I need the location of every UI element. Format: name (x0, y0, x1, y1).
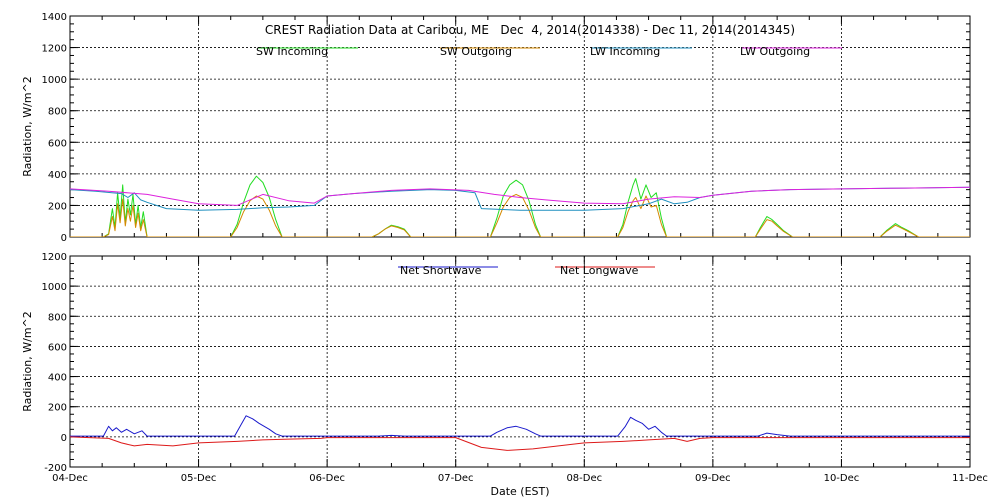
y-tick-label: 0 (61, 233, 67, 244)
x-tick-label: 10-Dec (824, 473, 860, 484)
x-tick-label: 05-Dec (181, 473, 217, 484)
series-line-lw-outgoing (70, 186, 970, 206)
y-tick-label: 1200 (42, 44, 67, 55)
y-tick-label: 600 (48, 138, 67, 149)
series-line-net-longwave (70, 436, 970, 451)
chart-title: CREST Radiation Data at Caribou, ME Dec … (265, 23, 795, 37)
y-tick-label: 800 (48, 312, 67, 323)
x-tick-label: 11-Dec (952, 473, 988, 484)
y-tick-label: 1200 (42, 252, 67, 263)
legend-label-net-longwave: Net Longwave (560, 264, 639, 277)
x-tick-label: 04-Dec (52, 473, 88, 484)
y-tick-label: 600 (48, 342, 67, 353)
series-line-sw-incoming (70, 175, 970, 237)
top-panel: 0 200 400 600 800 1000 1200 1400 Radiation, W/m^… (21, 12, 971, 244)
y-tick-label: 0 (61, 433, 67, 444)
legend-label-net-shortwave: Net Shortwave (400, 264, 482, 277)
x-tick-label: 08-Dec (566, 473, 602, 484)
legend-label-lw-outgoing: LW Outgoing (740, 45, 810, 58)
y-tick-label: 400 (48, 373, 67, 384)
x-axis-label: Date (EST) (490, 485, 549, 498)
x-tick-label: 06-Dec (309, 473, 345, 484)
y-axis-label: Radiation, W/m^2 (21, 311, 34, 412)
series-line-sw-outgoing (70, 193, 970, 237)
y-axis-label: Radiation, W/m^2 (21, 76, 34, 177)
bottom-panel: -200 0 200 400 600 800 1000 1200 Radiation, W/m^… (21, 252, 988, 498)
y-tick-label: 200 (48, 403, 67, 414)
x-tick-label: 09-Dec (695, 473, 731, 484)
y-tick-label: -200 (44, 463, 67, 474)
series-line-net-shortwave (70, 415, 970, 437)
y-tick-label: 200 (48, 201, 67, 212)
legend-label-sw-incoming: SW Incoming (256, 45, 328, 58)
plot-frame (69, 255, 971, 468)
x-tick-label: 07-Dec (438, 473, 474, 484)
series-line-lw-incoming (70, 186, 970, 211)
y-tick-label: 800 (48, 107, 67, 118)
legend-label-lw-incoming: LW Incoming (590, 45, 660, 58)
legend-label-sw-outgoing: SW Outgoing (440, 45, 512, 58)
y-tick-label: 400 (48, 170, 67, 181)
y-tick-label: 1000 (42, 75, 67, 86)
y-tick-label: 1000 (42, 282, 67, 293)
y-tick-label: 1400 (42, 12, 67, 23)
